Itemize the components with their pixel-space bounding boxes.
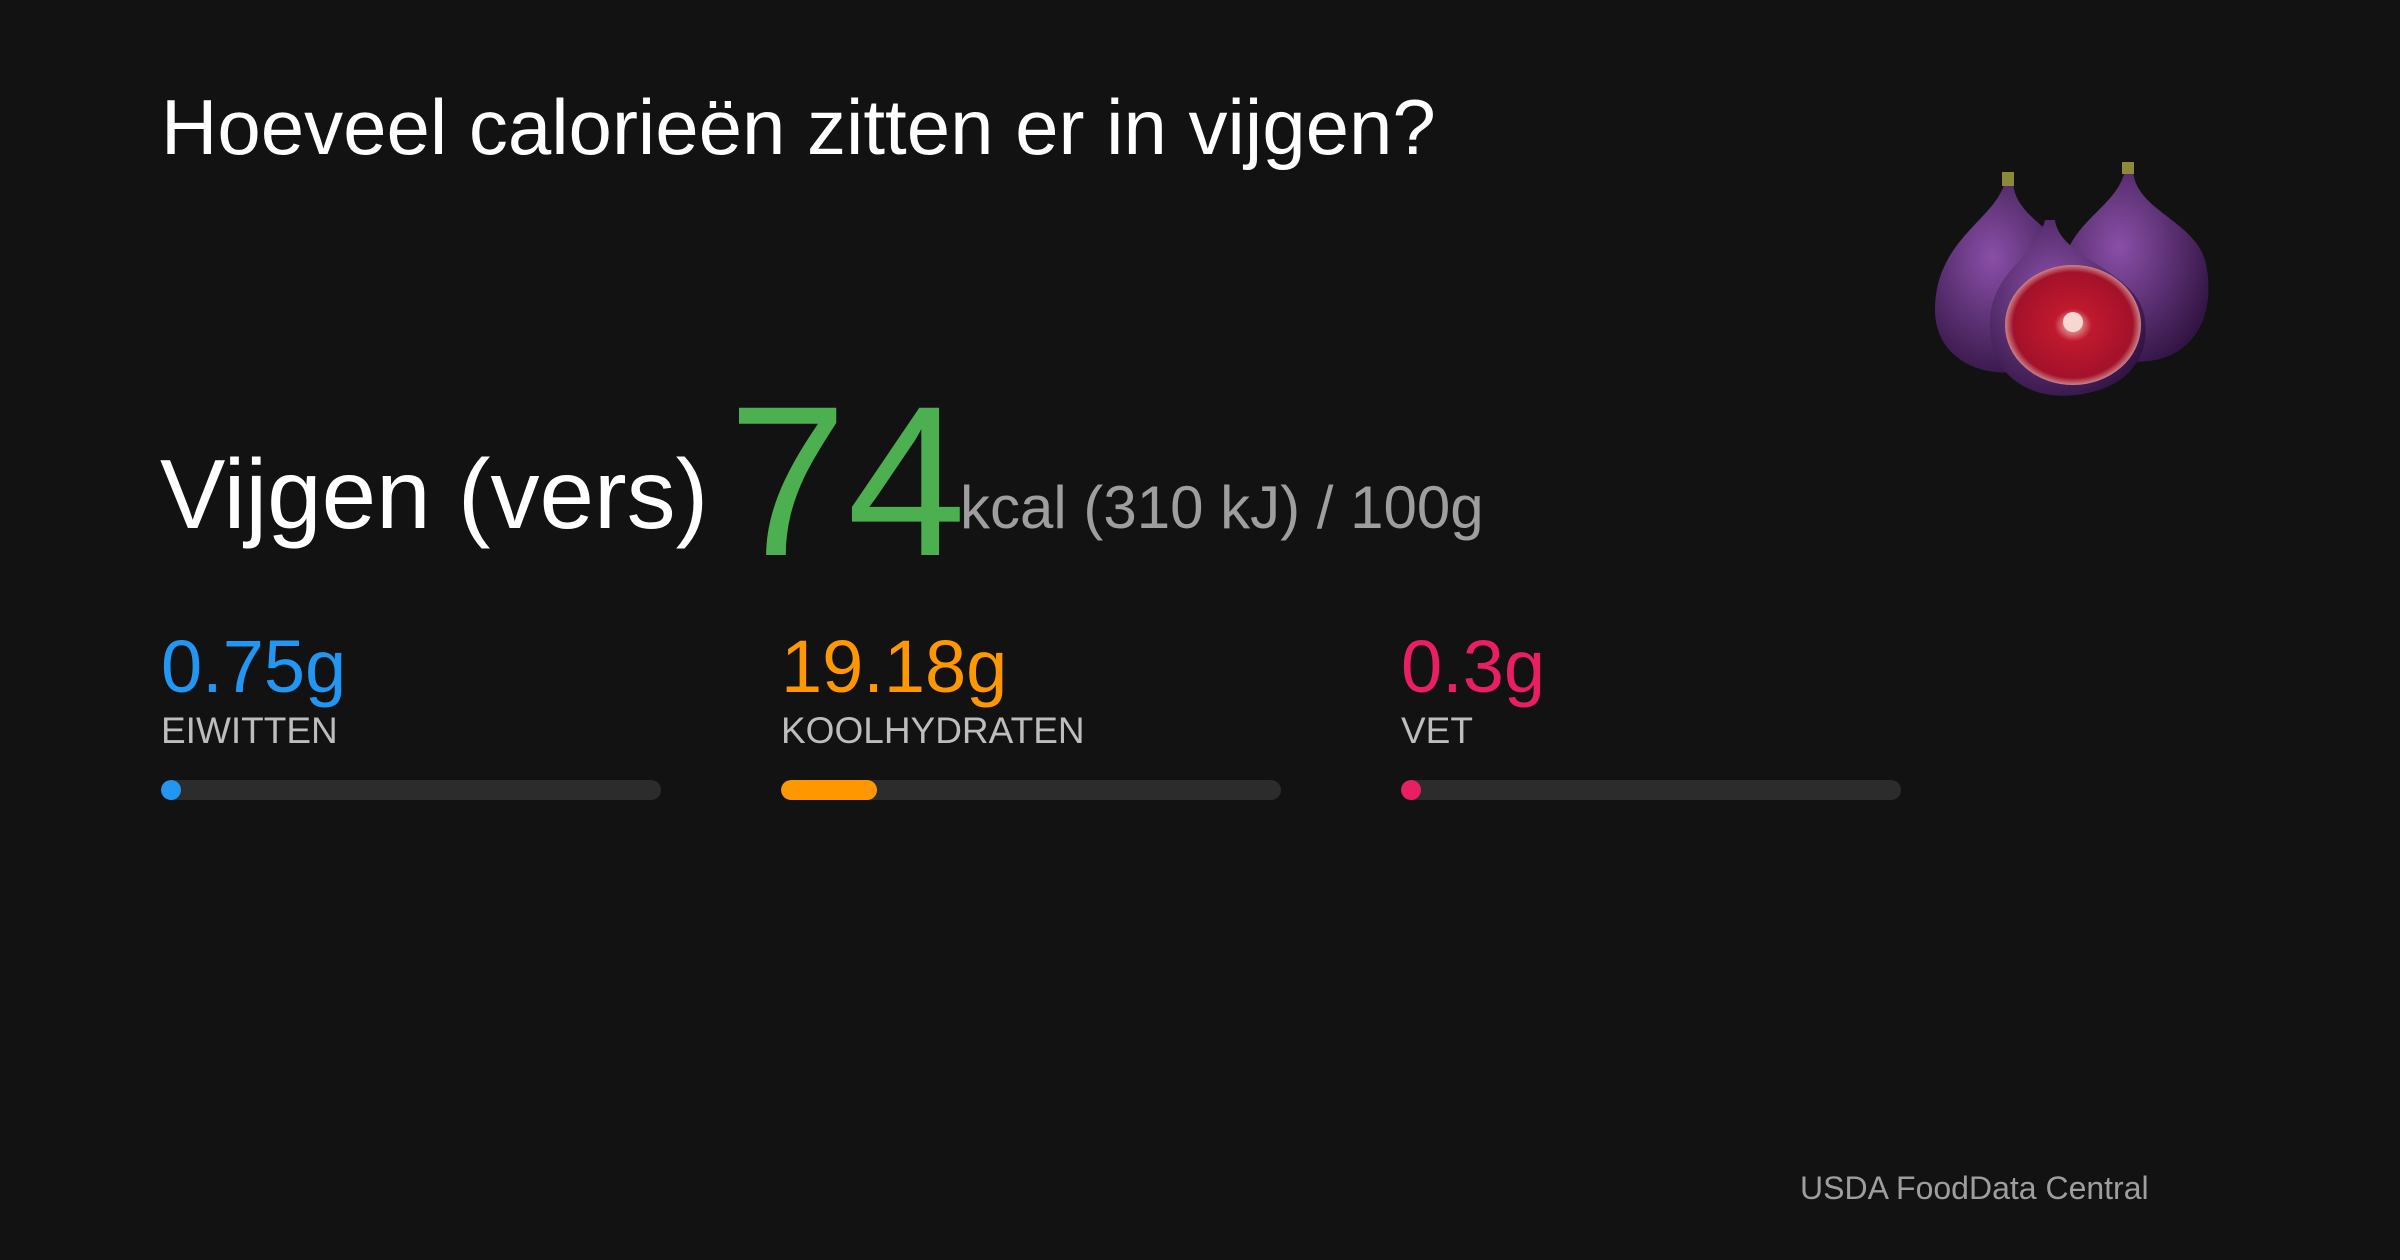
- macro: 0.3g VET: [1401, 625, 1901, 800]
- macro-value: 0.75g: [161, 625, 347, 708]
- bar-track: [161, 780, 661, 800]
- macro: 0.75g EIWITTEN: [161, 625, 661, 800]
- macro-value: 19.18g: [781, 625, 1008, 708]
- macro-label: VET: [1401, 710, 1473, 751]
- fig-image: [1935, 162, 2209, 396]
- energy-note: kcal (310 kJ) / 100g: [960, 474, 1484, 541]
- bar-track: [1401, 780, 1901, 800]
- bar-fill: [781, 780, 877, 800]
- bar-track: [781, 780, 1281, 800]
- macro: 19.18g KOOLHYDRATEN: [781, 625, 1281, 800]
- food-name: Vijgen (vers): [160, 439, 709, 549]
- kcal-value: 74: [728, 362, 967, 601]
- macro-value: 0.3g: [1401, 625, 1546, 708]
- bar-fill: [1401, 780, 1421, 800]
- macro-label: EIWITTEN: [161, 710, 338, 751]
- source: USDA FoodData Central: [1800, 1170, 2149, 1206]
- title: Hoeveel calorieën zitten er in vijgen?: [161, 83, 1436, 171]
- macro-label: KOOLHYDRATEN: [781, 710, 1085, 751]
- bar-fill: [161, 780, 181, 800]
